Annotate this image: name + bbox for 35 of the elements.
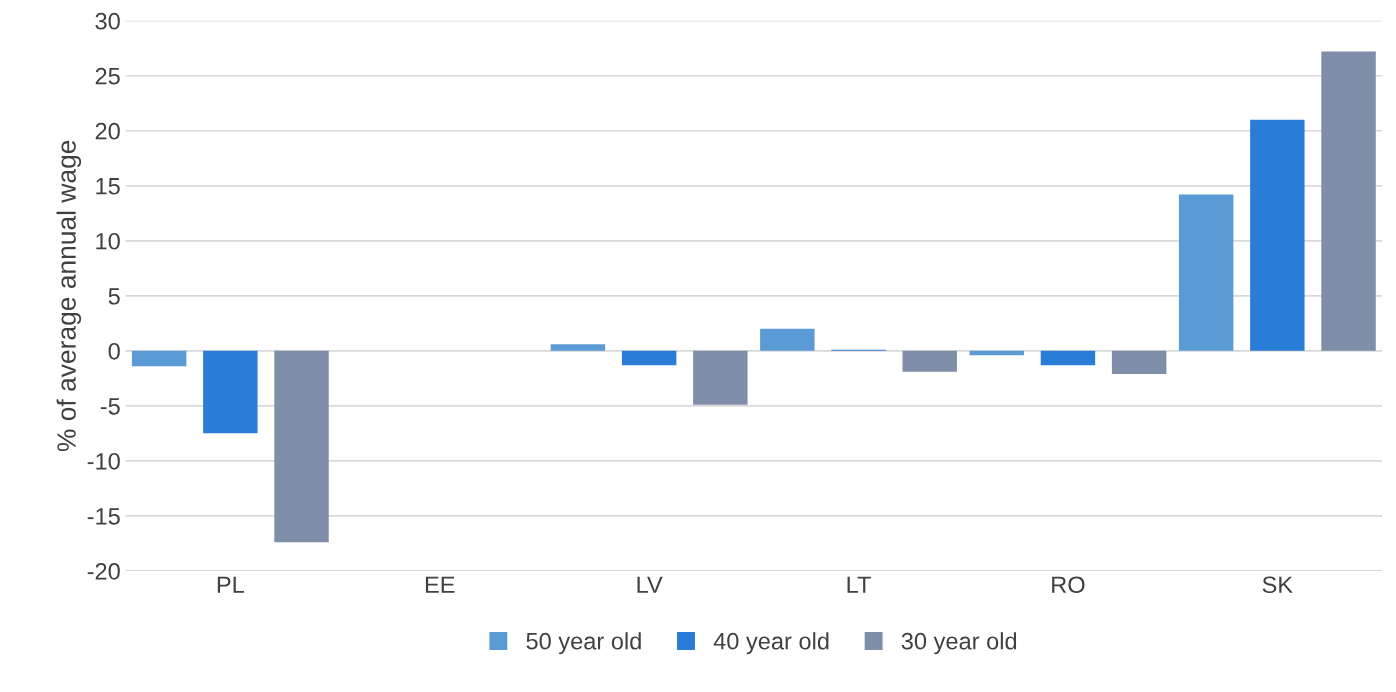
y-tick-label: 30 <box>95 12 120 30</box>
y-axis-title: % of average annual wage <box>56 140 82 452</box>
x-tick-label: SK <box>1262 576 1293 594</box>
bar <box>760 328 815 351</box>
legend-label: 50 year old <box>526 632 641 655</box>
y-tick-label: 0 <box>108 342 120 360</box>
y-tick-label: 25 <box>95 67 120 85</box>
y-tick-label: 20 <box>95 122 120 140</box>
y-tick-label: -20 <box>87 562 120 580</box>
y-tick-label: 15 <box>96 178 120 195</box>
y-tick-label: -5 <box>100 398 120 415</box>
x-tick-label: EE <box>425 576 455 593</box>
bar <box>1111 350 1167 374</box>
y-tick-label: 5 <box>108 288 120 305</box>
bar <box>550 344 606 351</box>
bar <box>902 350 957 372</box>
x-tick-label: RO <box>1052 576 1085 594</box>
bar <box>131 350 187 367</box>
y-tick-label: -15 <box>87 508 120 525</box>
bar <box>1178 194 1234 351</box>
y-tick-label: -10 <box>87 452 120 470</box>
x-tick-label: LT <box>847 576 871 593</box>
x-tick-label: PL <box>217 576 244 593</box>
y-tick-label: 10 <box>96 232 120 250</box>
bar <box>203 350 258 434</box>
bar <box>1321 51 1376 351</box>
bar <box>621 350 677 366</box>
bar <box>969 350 1024 356</box>
x-tick-label: LV <box>637 576 663 593</box>
bar <box>274 350 329 543</box>
legend-label: 30 year old <box>901 632 1017 655</box>
legend-label: 40 year old <box>713 632 829 655</box>
bar <box>1250 119 1305 351</box>
bar <box>1040 350 1096 366</box>
bar <box>693 350 748 405</box>
